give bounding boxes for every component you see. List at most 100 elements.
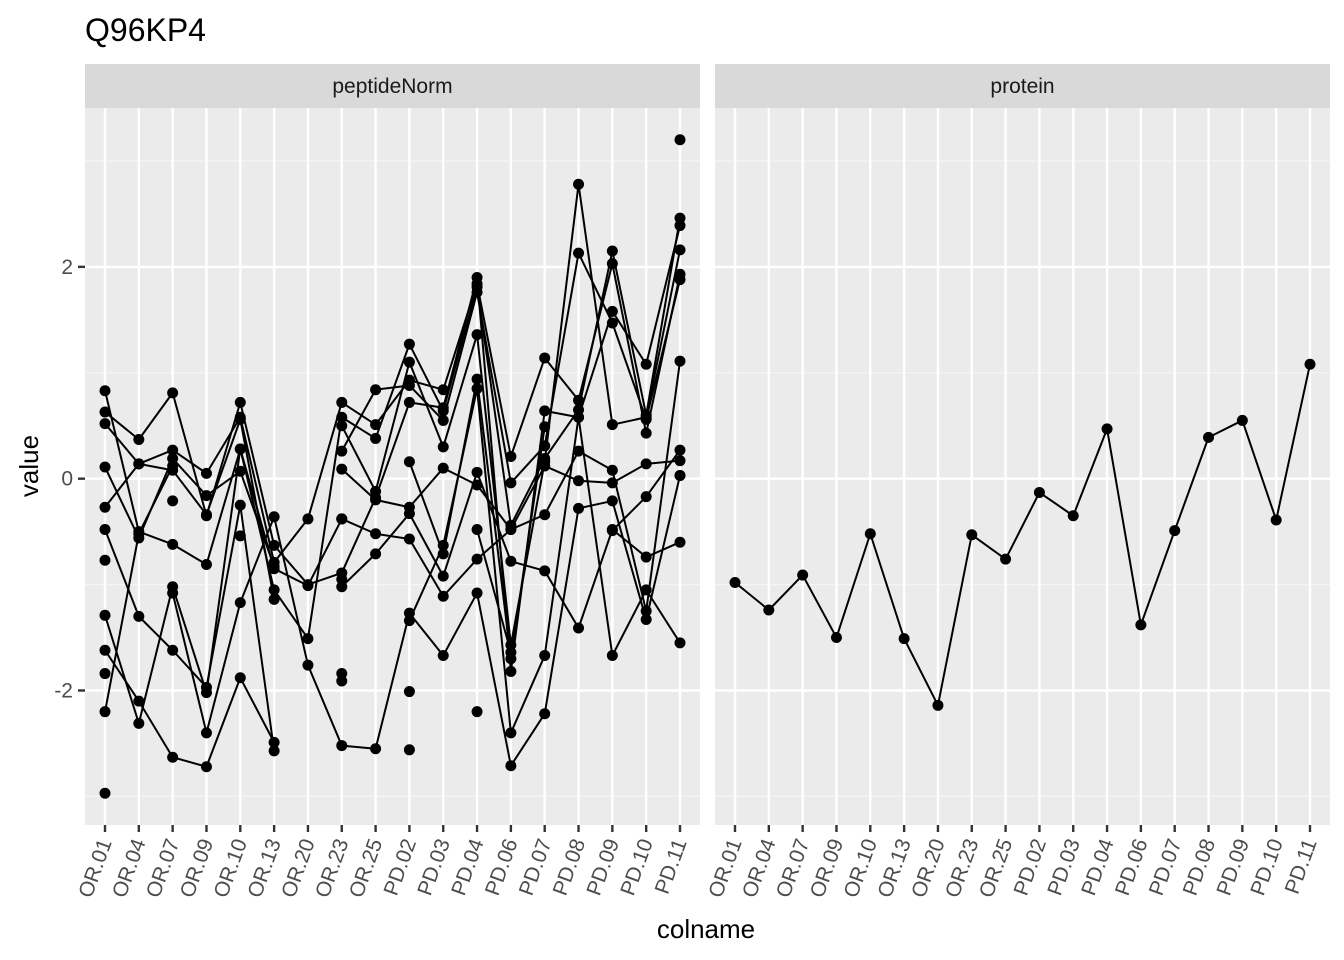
y-axis-title: value	[14, 435, 44, 497]
data-point	[505, 555, 517, 567]
data-point	[200, 490, 212, 502]
data-point	[539, 565, 551, 577]
data-point	[234, 530, 246, 542]
data-point	[268, 511, 280, 523]
x-axis-title: colname	[657, 914, 755, 944]
data-point	[133, 433, 145, 445]
data-point	[336, 740, 348, 752]
data-point	[99, 644, 111, 656]
data-point	[200, 509, 212, 521]
data-point	[606, 305, 618, 317]
panel-background	[85, 108, 700, 825]
data-point	[336, 668, 348, 680]
data-point	[573, 247, 585, 259]
data-point	[1270, 514, 1282, 526]
data-point	[370, 743, 382, 755]
data-point	[167, 587, 179, 599]
data-point	[133, 610, 145, 622]
data-point	[403, 615, 415, 627]
data-point	[471, 706, 483, 718]
data-point	[674, 470, 686, 482]
data-point	[403, 533, 415, 545]
data-point	[336, 396, 348, 408]
data-point	[1135, 619, 1147, 631]
data-point	[729, 576, 741, 588]
data-point	[437, 650, 449, 662]
data-point	[133, 717, 145, 729]
data-point	[234, 465, 246, 477]
data-point	[437, 441, 449, 453]
data-point	[606, 258, 618, 270]
data-point	[539, 421, 551, 433]
data-point	[99, 524, 111, 536]
data-point	[505, 646, 517, 658]
data-point	[99, 385, 111, 397]
data-point	[403, 356, 415, 368]
data-point	[99, 501, 111, 513]
data-point	[268, 593, 280, 605]
series-line	[476, 529, 512, 653]
panel-protein: proteinOR.01OR.04OR.07OR.09OR.10OR.13OR.…	[704, 64, 1330, 901]
data-point	[200, 558, 212, 570]
data-point	[830, 632, 842, 644]
data-point	[539, 460, 551, 472]
data-point	[674, 444, 686, 456]
data-point	[1000, 553, 1012, 565]
data-point	[471, 278, 483, 290]
data-point	[1304, 358, 1316, 370]
series-line	[104, 225, 681, 673]
data-point	[370, 528, 382, 540]
data-point	[471, 466, 483, 478]
data-point	[200, 727, 212, 739]
data-point	[167, 538, 179, 550]
data-point	[403, 379, 415, 391]
data-point	[1203, 431, 1215, 443]
data-point	[573, 178, 585, 190]
data-point	[234, 396, 246, 408]
data-point	[200, 761, 212, 773]
data-point	[99, 461, 111, 473]
data-point	[437, 539, 449, 551]
panel-peptideNorm: peptideNormOR.01OR.04OR.07OR.09OR.10OR.1…	[54, 64, 700, 901]
data-point	[539, 708, 551, 720]
data-point	[606, 464, 618, 476]
series-peptideNorm-13	[336, 470, 686, 698]
data-point	[167, 387, 179, 399]
data-point	[505, 760, 517, 772]
data-point	[403, 686, 415, 698]
data-point	[674, 455, 686, 467]
data-point	[302, 659, 314, 671]
data-point	[99, 787, 111, 799]
data-point	[573, 502, 585, 514]
y-tick-label: -2	[54, 679, 73, 702]
data-point	[539, 650, 551, 662]
series-peptideNorm-6	[99, 258, 686, 568]
data-point	[505, 450, 517, 462]
data-point	[437, 462, 449, 474]
data-point	[763, 604, 775, 616]
chart-title: Q96KP4	[85, 12, 206, 48]
series-line	[104, 457, 276, 567]
data-point	[674, 244, 686, 256]
data-point	[864, 528, 876, 540]
data-point	[640, 411, 652, 423]
data-point	[471, 383, 483, 395]
data-point	[133, 695, 145, 707]
data-point	[573, 445, 585, 457]
data-point	[1236, 414, 1248, 426]
data-point	[471, 553, 483, 565]
data-point	[640, 614, 652, 626]
data-point	[471, 587, 483, 599]
data-point	[336, 513, 348, 525]
data-point	[167, 644, 179, 656]
y-tick-label: 0	[61, 468, 73, 491]
data-point	[606, 650, 618, 662]
data-point	[167, 460, 179, 472]
series-peptideNorm-3	[99, 470, 686, 772]
data-point	[539, 352, 551, 364]
data-point	[471, 524, 483, 536]
data-point	[370, 548, 382, 560]
data-point	[234, 672, 246, 684]
data-point	[234, 499, 246, 511]
data-point	[606, 495, 618, 507]
